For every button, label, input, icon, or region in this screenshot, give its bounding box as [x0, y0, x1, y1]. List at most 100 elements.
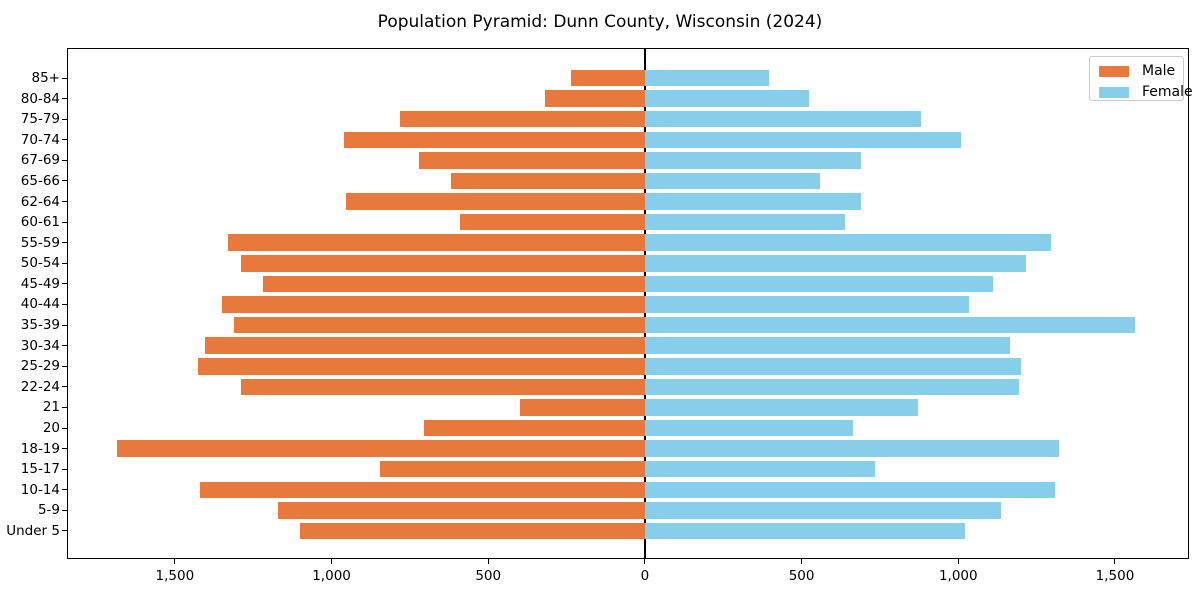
bar-female-50-54 — [644, 255, 1026, 272]
bar-female-55-59 — [644, 234, 1051, 251]
bar-female-40-44 — [644, 296, 970, 313]
y-tick-label: 25-29 — [20, 358, 60, 375]
legend-item-male: Male — [1099, 64, 1183, 79]
bar-male-65-66 — [450, 172, 645, 190]
y-tick-label: 55-59 — [20, 234, 60, 251]
y-tick-mark — [62, 324, 67, 326]
bar-male-40-44 — [221, 296, 645, 313]
bar-male-21 — [519, 399, 645, 416]
y-tick-mark — [62, 77, 67, 79]
x-tick-mark — [801, 559, 803, 564]
y-tick-label: 5-9 — [37, 502, 60, 519]
y-tick-label: 10-14 — [20, 481, 60, 498]
bar-female-18-19 — [644, 440, 1059, 457]
bar-male-18-19 — [116, 440, 645, 457]
bar-female-30-34 — [644, 337, 1010, 354]
x-tick-label: 1,500 — [1095, 568, 1135, 584]
x-tick-mark — [331, 559, 333, 564]
bar-male-5-9 — [278, 502, 645, 519]
y-tick-mark — [62, 98, 67, 100]
x-tick-mark — [487, 559, 489, 564]
legend-label-male: Male — [1142, 63, 1176, 79]
x-tick-mark — [644, 559, 646, 564]
female-color-swatch — [1099, 87, 1129, 98]
bar-female-85+ — [644, 69, 769, 87]
legend: Male Female — [1089, 56, 1193, 101]
bar-female-35-39 — [644, 316, 1136, 334]
y-tick-label: 18-19 — [20, 440, 60, 457]
y-tick-mark — [62, 262, 67, 264]
bar-female-60-61 — [644, 213, 846, 231]
y-tick-label: 45-49 — [20, 275, 60, 292]
y-tick-mark — [62, 345, 67, 347]
bar-male-Under 5 — [300, 522, 645, 540]
bar-female-5-9 — [644, 502, 1001, 519]
plot-area: Male Female 85+ 80-84 75-79 70-74 67-69 65-66… — [6, 48, 1193, 584]
male-color-swatch — [1099, 66, 1129, 77]
y-tick-label: 15-17 — [20, 461, 60, 478]
y-tick-label: 35-39 — [20, 317, 60, 334]
y-tick-label: 85+ — [31, 70, 61, 86]
bar-male-75-79 — [400, 110, 645, 128]
y-tick-label: 67-69 — [20, 152, 60, 169]
bar-male-10-14 — [199, 481, 645, 499]
y-tick-mark — [62, 221, 67, 223]
y-tick-mark — [62, 303, 67, 305]
chart-title: Population Pyramid: Dunn County, Wiscons… — [377, 12, 823, 32]
bar-female-20 — [644, 419, 854, 437]
y-tick-label: 80-84 — [20, 90, 60, 107]
x-tick-mark — [1114, 559, 1116, 564]
y-tick-mark — [62, 509, 67, 511]
x-tick-label: 500 — [475, 568, 502, 584]
y-tick-mark — [62, 159, 67, 161]
y-tick-mark — [62, 468, 67, 470]
bar-female-45-49 — [644, 275, 993, 293]
bar-female-10-14 — [644, 481, 1056, 499]
y-tick-mark — [62, 365, 67, 367]
bar-female-22-24 — [644, 378, 1020, 396]
bar-female-65-66 — [644, 172, 821, 190]
x-tick-label: 500 — [788, 568, 815, 584]
bar-male-50-54 — [240, 255, 645, 272]
x-tick-label: 0 — [640, 568, 650, 584]
y-tick-mark — [62, 386, 67, 388]
y-tick-label: 70-74 — [20, 131, 60, 148]
y-tick-mark — [62, 139, 67, 141]
bar-female-70-74 — [644, 131, 962, 149]
y-tick-mark — [62, 180, 67, 182]
bar-male-67-69 — [419, 152, 645, 169]
bar-female-25-29 — [644, 358, 1021, 375]
y-tick-label: 20 — [42, 420, 60, 437]
bar-male-70-74 — [344, 131, 645, 149]
bar-male-60-61 — [460, 213, 645, 231]
bar-female-21 — [644, 399, 918, 416]
x-tick-mark — [957, 559, 959, 564]
y-tick-label: 62-64 — [20, 193, 60, 210]
bar-male-85+ — [571, 69, 645, 87]
bar-female-80-84 — [644, 90, 810, 107]
bar-female-62-64 — [644, 193, 862, 210]
y-tick-mark — [62, 489, 67, 491]
y-tick-label: 21 — [42, 399, 60, 416]
x-tick-mark — [174, 559, 176, 564]
legend-label-female: Female — [1142, 84, 1193, 100]
x-tick-label: 1,500 — [155, 568, 195, 584]
bar-female-15-17 — [644, 460, 876, 478]
bar-female-Under 5 — [644, 522, 965, 540]
bar-male-80-84 — [544, 90, 645, 107]
y-tick-mark — [62, 201, 67, 203]
y-tick-label: 65-66 — [20, 172, 60, 189]
y-tick-mark — [62, 406, 67, 408]
y-tick-mark — [62, 283, 67, 285]
y-tick-label: 60-61 — [20, 214, 60, 231]
y-tick-label: 30-34 — [20, 337, 60, 354]
x-tick-label: 1,000 — [312, 568, 351, 584]
y-tick-mark — [62, 530, 67, 532]
y-tick-label: 22-24 — [20, 378, 60, 395]
bar-male-62-64 — [345, 193, 645, 210]
bar-male-22-24 — [240, 378, 645, 396]
bar-male-35-39 — [234, 316, 645, 334]
bar-male-20 — [423, 419, 645, 437]
bar-male-30-34 — [204, 337, 645, 354]
